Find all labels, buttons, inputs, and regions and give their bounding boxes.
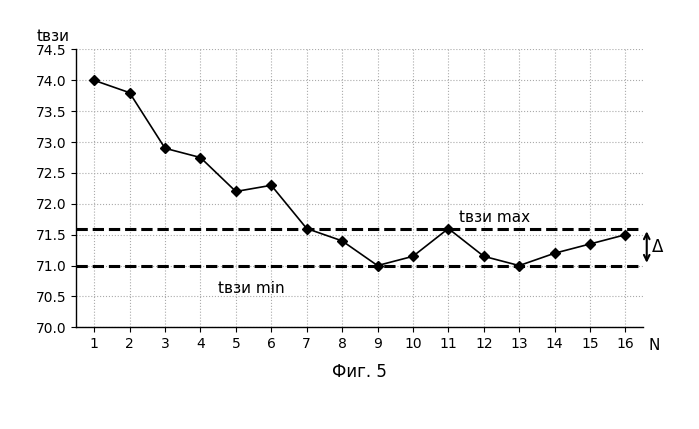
Text: tвзи max: tвзи max <box>459 211 530 226</box>
Text: Фиг. 5: Фиг. 5 <box>333 363 387 381</box>
Text: tвзи min: tвзи min <box>218 281 284 296</box>
Text: Δ: Δ <box>652 238 663 256</box>
Text: tвзи: tвзи <box>37 29 70 44</box>
Text: N: N <box>649 338 661 353</box>
